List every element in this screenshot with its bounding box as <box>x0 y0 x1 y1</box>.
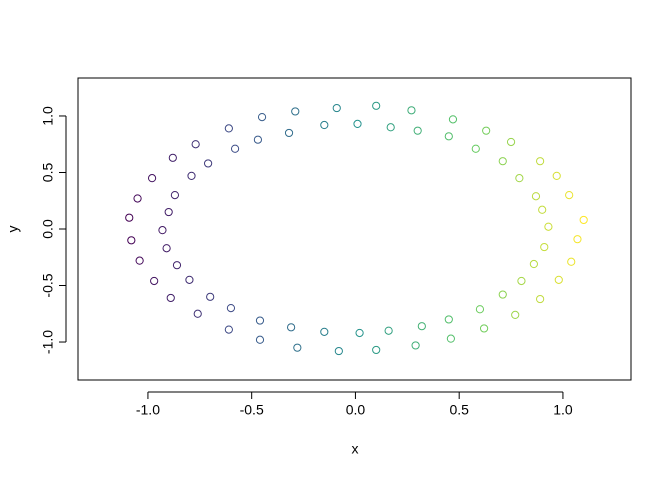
point <box>446 334 455 343</box>
point <box>193 309 202 318</box>
point <box>372 345 381 355</box>
point <box>127 236 136 245</box>
x-tick-label: -0.5 <box>240 402 264 418</box>
point <box>147 174 157 183</box>
point <box>150 276 159 286</box>
point <box>226 304 236 313</box>
point <box>133 194 142 203</box>
point <box>444 315 453 324</box>
point <box>355 328 364 338</box>
point <box>544 222 553 231</box>
point <box>407 106 416 115</box>
point <box>320 327 329 336</box>
point <box>162 244 171 253</box>
point <box>536 294 545 304</box>
point <box>255 335 265 344</box>
point <box>384 326 393 335</box>
point <box>168 153 177 162</box>
point <box>293 343 302 352</box>
point <box>166 293 175 303</box>
point <box>170 190 180 200</box>
point <box>224 124 233 133</box>
point <box>448 115 458 124</box>
point <box>253 135 263 144</box>
point <box>257 113 267 122</box>
point <box>567 257 576 266</box>
point <box>125 213 134 222</box>
point <box>498 157 507 166</box>
point <box>517 276 526 286</box>
y-tick-label: 1.0 <box>40 106 56 126</box>
point <box>224 325 233 334</box>
point <box>172 261 182 270</box>
point <box>552 171 561 180</box>
point <box>413 126 422 135</box>
point <box>411 341 420 350</box>
y-tick-label: 0.5 <box>40 163 56 183</box>
x-tick-label: -1.0 <box>136 402 160 418</box>
point <box>158 226 167 235</box>
point <box>536 157 545 166</box>
y-tick-label: -1.0 <box>40 330 56 354</box>
point <box>515 174 524 183</box>
point <box>538 205 547 214</box>
point <box>206 292 215 301</box>
y-tick-label: -0.5 <box>40 273 56 297</box>
point <box>511 310 520 319</box>
point <box>531 192 541 201</box>
plot-box <box>77 77 632 381</box>
point <box>540 242 549 252</box>
point <box>204 159 213 168</box>
point <box>506 137 516 147</box>
point <box>287 323 296 332</box>
point <box>471 144 480 153</box>
point <box>479 324 489 333</box>
point <box>498 290 507 299</box>
point <box>386 123 395 132</box>
point <box>353 119 362 128</box>
y-tick-label: 0.0 <box>40 219 56 239</box>
x-tick-label: 1.0 <box>553 402 573 418</box>
point <box>291 107 300 116</box>
point <box>164 207 173 217</box>
point <box>579 215 588 225</box>
point <box>554 275 563 284</box>
x-tick-label: 0.0 <box>346 402 366 418</box>
point <box>185 275 194 284</box>
point <box>334 346 343 356</box>
point <box>187 171 196 180</box>
point <box>284 128 294 138</box>
point <box>565 190 574 200</box>
point <box>320 120 329 130</box>
point <box>230 144 240 153</box>
point <box>255 316 265 325</box>
y-axis-label: y <box>5 226 21 233</box>
point <box>482 126 491 135</box>
point <box>573 235 582 244</box>
point <box>191 140 200 149</box>
point <box>475 305 485 314</box>
point <box>417 322 426 331</box>
point <box>444 132 453 141</box>
point <box>135 256 144 265</box>
x-tick-label: 0.5 <box>449 402 469 418</box>
point <box>529 259 538 269</box>
point <box>372 101 381 110</box>
x-axis-label: x <box>352 441 359 457</box>
point <box>332 103 341 113</box>
